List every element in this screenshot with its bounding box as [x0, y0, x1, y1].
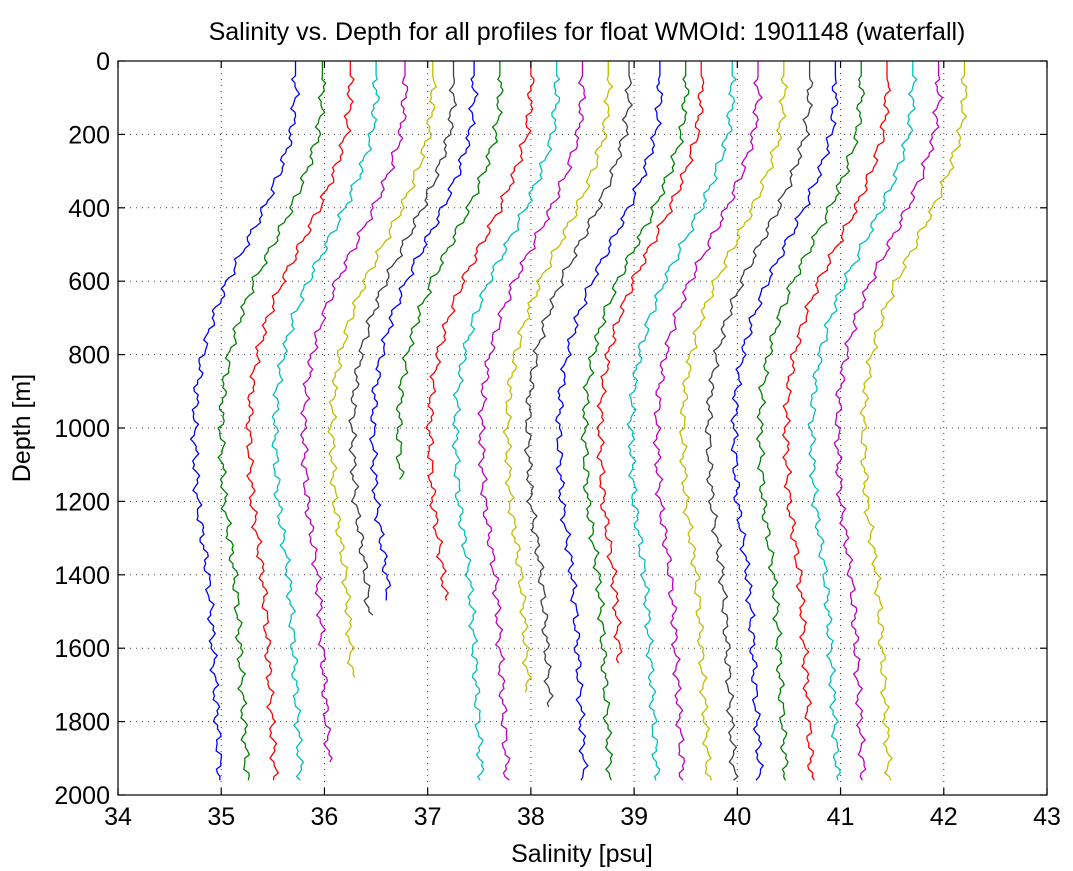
salinity-profile-line [555, 61, 664, 781]
x-tick-label: 34 [104, 803, 132, 831]
salinity-profile-line [369, 61, 479, 601]
x-tick-label: 43 [1033, 803, 1061, 831]
x-tick-label: 37 [414, 803, 442, 831]
salinity-profile-line [679, 61, 788, 781]
salinity-profile-line [833, 61, 944, 781]
salinity-profile-line [395, 61, 504, 480]
y-tick-label: 1800 [54, 709, 110, 737]
salinity-profile-line [523, 61, 633, 708]
y-tick-label: 1600 [54, 635, 110, 663]
x-tick-label: 39 [620, 803, 648, 831]
salinity-profile-line [502, 61, 614, 693]
y-tick-label: 800 [68, 342, 110, 370]
salinity-profile-line [451, 61, 561, 781]
salinity-profile-line [425, 61, 535, 601]
salinity-profile-line [782, 61, 892, 781]
salinity-profile-line [652, 61, 763, 781]
x-axis-label: Salinity [psu] [511, 840, 653, 868]
salinity-profile-line [580, 61, 690, 781]
salinity-profile-line [704, 61, 814, 781]
x-tick-label: 40 [723, 803, 751, 831]
salinity-profile-line [730, 61, 839, 781]
y-tick-label: 200 [68, 121, 110, 149]
x-tick-label: 42 [930, 803, 958, 831]
y-tick-label: 1400 [54, 562, 110, 590]
y-axis-label: Depth [m] [8, 374, 36, 482]
salinity-profile-line [189, 61, 301, 781]
y-tick-label: 400 [68, 195, 110, 223]
y-tick-label: 1000 [54, 415, 110, 443]
salinity-profile-line [217, 61, 327, 781]
salinity-profile-line [348, 61, 458, 616]
x-tick-label: 35 [207, 803, 235, 831]
chart-title: Salinity vs. Depth for all profiles for … [209, 18, 966, 46]
salinity-profile-line [859, 61, 968, 781]
profile-series [189, 61, 968, 781]
salinity-profile-line [271, 61, 381, 781]
y-tick-label: 2000 [54, 782, 110, 810]
x-tick-label: 36 [311, 803, 339, 831]
x-tick-label: 41 [827, 803, 855, 831]
salinity-profile-line [245, 61, 355, 781]
salinity-profile-line [626, 61, 737, 781]
x-tick-labels: 34 35 36 37 38 39 40 41 42 43 [104, 803, 1061, 831]
salinity-profile-line [596, 61, 705, 664]
axis-ticks [117, 60, 1048, 796]
salinity-profile-line [755, 61, 865, 781]
y-tick-label: 600 [68, 268, 110, 296]
salinity-profile-line [477, 61, 587, 781]
salinity-profile-line [807, 61, 918, 781]
x-tick-label: 38 [517, 803, 545, 831]
salinity-profile-line [300, 61, 409, 763]
salinity-profile-line [327, 61, 438, 678]
y-tick-label: 0 [96, 48, 110, 76]
y-tick-label: 1200 [54, 488, 110, 516]
y-tick-labels: 0 200 400 600 800 1000 1200 1400 1600 1800 2000 [54, 48, 110, 810]
